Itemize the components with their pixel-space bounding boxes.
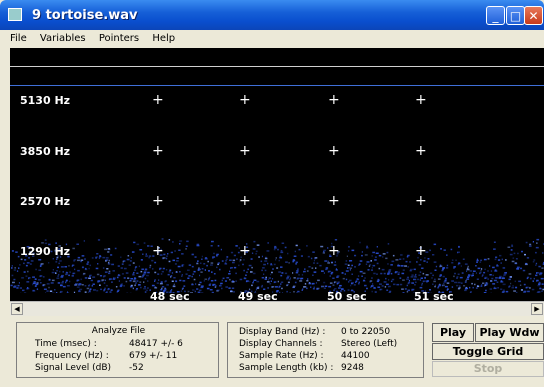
spectrogram-plot[interactable]: 5130 Hz 3850 Hz 2570 Hz 1290 Hz + + + + … [10, 48, 544, 301]
signal-label: Signal Level (dB) [35, 363, 112, 373]
time-label-48: 48 sec [150, 290, 190, 301]
band-value: 0 to 22050 [341, 327, 391, 337]
grid-cross: + [415, 193, 427, 209]
time-label-49: 49 sec [238, 290, 278, 301]
time-label: Time (msec) : [35, 339, 97, 349]
signal-value: -52 [129, 363, 144, 373]
grid-cross: + [239, 92, 251, 108]
freq-label-1290: 1290 Hz [20, 245, 71, 258]
analyze-panel: Analyze File Time (msec) : 48417 +/- 6 F… [16, 322, 219, 378]
freq-label-3850: 3850 Hz [20, 145, 71, 158]
band-label: Display Band (Hz) : [239, 327, 326, 337]
frequency-value: 679 +/- 11 [129, 351, 178, 361]
display-panel: Display Band (Hz) : 0 to 22050 Display C… [227, 322, 424, 378]
grid-cross: + [152, 243, 164, 259]
menu-file[interactable]: File [10, 33, 27, 44]
freq-label-5130: 5130 Hz [20, 94, 71, 107]
menu-variables[interactable]: Variables [39, 33, 86, 44]
stop-button[interactable]: Stop [432, 361, 544, 377]
analyze-title: Analyze File [91, 326, 146, 336]
rate-value: 44100 [341, 351, 370, 361]
length-label: Sample Length (kb) : [239, 363, 334, 373]
toggle-grid-button[interactable]: Toggle Grid [432, 343, 544, 360]
top-divider-line [10, 66, 544, 67]
grid-cross: + [328, 243, 340, 259]
minimize-icon[interactable]: _ [486, 6, 505, 25]
channels-value: Stereo (Left) [341, 339, 398, 349]
length-value: 9248 [341, 363, 364, 373]
grid-cross: + [328, 92, 340, 108]
grid-cross: + [239, 193, 251, 209]
grid-cross: + [328, 143, 340, 159]
rate-label: Sample Rate (Hz) : [239, 351, 324, 361]
channels-label: Display Channels : [239, 339, 323, 349]
title-bar: 9 tortoise.wav _ □ ✕ [0, 0, 544, 30]
menu-pointers[interactable]: Pointers [98, 33, 140, 44]
app-icon [8, 8, 22, 21]
maximize-icon[interactable]: □ [506, 6, 525, 25]
grid-cross: + [239, 243, 251, 259]
grid-cross: + [152, 193, 164, 209]
close-icon[interactable]: ✕ [524, 6, 543, 25]
grid-cross: + [152, 92, 164, 108]
play-button[interactable]: Play [432, 323, 474, 342]
scroll-left-icon[interactable]: ◀ [11, 303, 23, 315]
menu-help[interactable]: Help [152, 33, 176, 44]
frequency-label: Frequency (Hz) : [35, 351, 109, 361]
grid-cross: + [152, 143, 164, 159]
grid-cross: + [415, 243, 427, 259]
grid-cross: + [415, 92, 427, 108]
cursor-line [10, 85, 544, 86]
time-label-51: 51 sec [414, 290, 454, 301]
menu-bar: File Variables Pointers Help [0, 30, 544, 48]
grid-cross: + [239, 143, 251, 159]
play-window-button[interactable]: Play Wdw [475, 323, 544, 342]
spectral-noise [10, 238, 544, 293]
horizontal-scrollbar[interactable]: ◀ ▶ [10, 301, 544, 316]
grid-cross: + [328, 193, 340, 209]
window-title: 9 tortoise.wav [32, 8, 138, 23]
grid-cross: + [415, 143, 427, 159]
time-label-50: 50 sec [327, 290, 367, 301]
time-value: 48417 +/- 6 [129, 339, 183, 349]
freq-label-2570: 2570 Hz [20, 195, 71, 208]
scroll-right-icon[interactable]: ▶ [531, 303, 543, 315]
